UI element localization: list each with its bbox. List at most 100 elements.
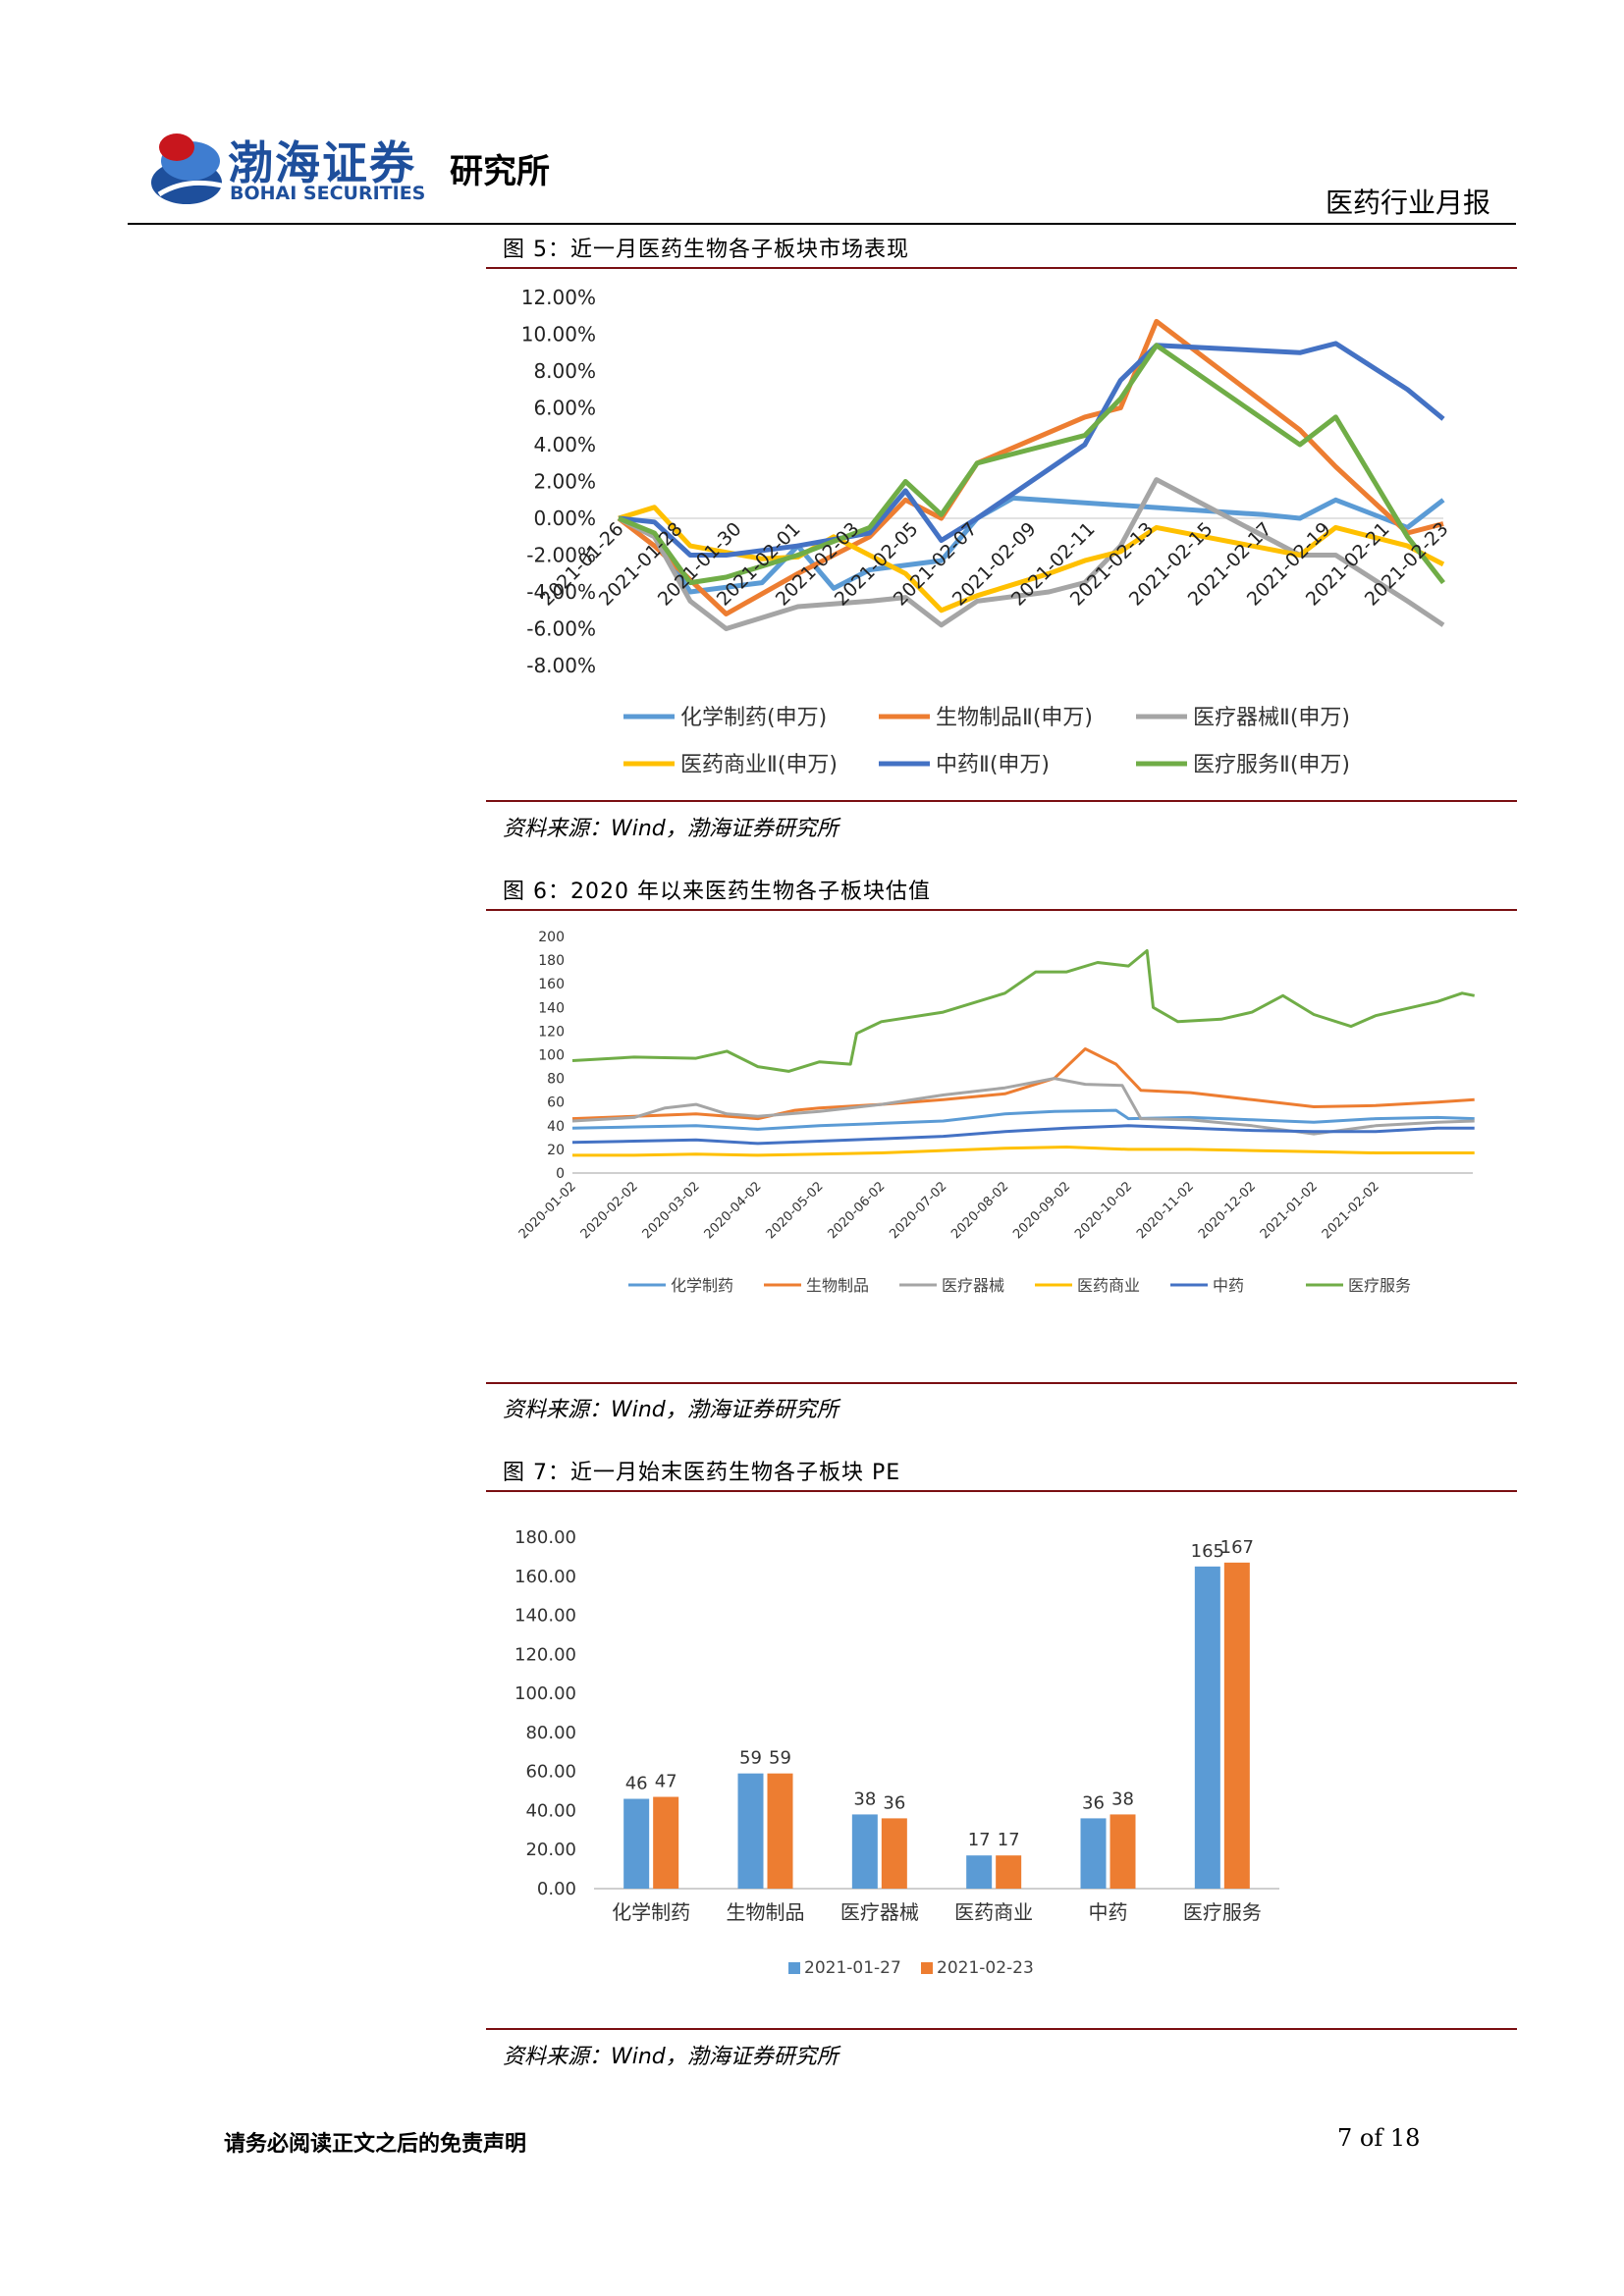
y-tick-label: 80.00 (525, 1723, 576, 1743)
figure-7-chart: 180.00 160.00 140.00 120.00 100.00 80.00 60.00… (514, 1527, 1279, 1978)
y-tick-label: 100 (538, 1048, 565, 1064)
figure-7-top-rule (486, 1490, 1517, 1492)
y-tick-label: 180.00 (514, 1527, 576, 1548)
figure-6-top-rule (486, 909, 1517, 911)
bohai-logo-icon (151, 133, 227, 204)
legend-label: 医药商业 (1077, 1276, 1140, 1295)
figure-5-title: 图 5：近一月医药生物各子板块市场表现 (503, 238, 909, 262)
bar (623, 1798, 650, 1889)
category-label: 医疗器械 (840, 1900, 919, 1924)
bar (1080, 1818, 1107, 1889)
category-label: 医药商业 (954, 1900, 1033, 1924)
data-label: 38 (1111, 1789, 1134, 1809)
data-label: 17 (998, 1830, 1020, 1850)
x-tick-label: 2020-01-02 (516, 1179, 579, 1242)
page-number: 7 of 18 (1337, 2124, 1421, 2152)
y-tick-label: 40.00 (525, 1800, 576, 1821)
legend-label: 医疗服务 (1348, 1276, 1411, 1295)
series-line-5 (618, 343, 1445, 586)
y-tick-label: 140.00 (514, 1606, 576, 1627)
data-label: 167 (1220, 1537, 1254, 1558)
footer-disclaimer: 请务必阅读正文之后的免责声明 (224, 2131, 527, 2157)
x-tick-label: 2021-02-02 (1320, 1179, 1382, 1242)
header-rule (128, 223, 1516, 225)
legend-label: 化学制药(申万) (680, 706, 827, 730)
x-tick-label: 2021-01-02 (1258, 1179, 1321, 1242)
legend-swatch (788, 1962, 800, 1974)
y-tick-label: 100.00 (514, 1683, 576, 1704)
y-tick-label: 160.00 (514, 1567, 576, 1587)
y-tick-label: 0 (556, 1166, 565, 1182)
bar (1110, 1814, 1136, 1889)
x-tick-label: 2020-06-02 (825, 1179, 888, 1242)
x-tick-label: 2020-10-02 (1072, 1179, 1135, 1242)
category-label: 生物制品 (727, 1900, 805, 1924)
y-tick-label: -6.00% (526, 617, 596, 641)
data-label: 59 (739, 1748, 762, 1769)
bar (737, 1773, 764, 1889)
x-tick-label: 2020-05-02 (763, 1179, 826, 1242)
category-label: 医疗服务 (1183, 1900, 1262, 1924)
category-label: 化学制药 (612, 1900, 690, 1924)
x-tick-label: 2020-08-02 (948, 1179, 1011, 1242)
figure-7-title: 图 7：近一月始末医药生物各子板块 PE (503, 1461, 901, 1485)
y-tick-label: 6.00% (533, 397, 596, 420)
figure-6-source: 资料来源：Wind，渤海证券研究所 (503, 1398, 839, 1422)
y-tick-label: -8.00% (526, 654, 596, 677)
x-tick-label: 2020-07-02 (887, 1179, 949, 1242)
legend-label: 化学制药 (671, 1276, 733, 1295)
figure-6-chart: 2001801601401201008060402002020-01-02202… (516, 930, 1475, 1295)
y-tick-label: 120.00 (514, 1644, 576, 1665)
data-label: 47 (655, 1772, 677, 1792)
x-tick-label: 2020-09-02 (1010, 1179, 1073, 1242)
legend-label: 中药 (1213, 1276, 1244, 1295)
data-label: 46 (625, 1774, 648, 1794)
y-tick-label: 2.00% (533, 470, 596, 494)
figure-7-bottom-rule (486, 2028, 1517, 2030)
legend-label: 生物制品Ⅱ(申万) (936, 706, 1093, 730)
data-label: 59 (769, 1748, 791, 1769)
y-tick-label: 80 (547, 1072, 565, 1088)
figure-5-source: 资料来源：Wind，渤海证券研究所 (503, 817, 839, 841)
legend-label: 医药商业Ⅱ(申万) (680, 753, 838, 777)
bar (767, 1773, 793, 1889)
y-tick-label: 60.00 (525, 1762, 576, 1783)
data-label: 17 (968, 1830, 991, 1850)
legend-label: 医疗服务Ⅱ(申万) (1193, 753, 1350, 777)
figure-7-source: 资料来源：Wind，渤海证券研究所 (503, 2045, 839, 2069)
bar (653, 1796, 679, 1889)
legend-label: 2021-02-23 (937, 1958, 1034, 1978)
data-label: 165 (1191, 1541, 1224, 1562)
series-line-4 (571, 1124, 1475, 1146)
series-line-3 (572, 1146, 1475, 1157)
figure-6-title: 图 6：2020 年以来医药生物各子板块估值 (503, 880, 931, 904)
legend-label: 生物制品 (806, 1276, 869, 1295)
series-line-0 (571, 1108, 1475, 1131)
logo-en-text: BOHAI SECURITIES (230, 183, 426, 204)
legend-label: 医疗器械 (942, 1276, 1004, 1295)
series-line-0 (617, 495, 1445, 595)
figure-5-bottom-rule (486, 800, 1517, 802)
bar (966, 1855, 993, 1889)
series-line-2 (617, 477, 1445, 631)
series-line-5 (571, 949, 1475, 1073)
y-tick-label: 20.00 (525, 1840, 576, 1860)
figure-5-top-rule (486, 267, 1517, 269)
header-logo: 渤海证券 BOHAI SECURITIES (147, 126, 442, 216)
bar (1223, 1562, 1250, 1889)
x-tick-label: 2020-11-02 (1134, 1179, 1197, 1242)
data-label: 38 (853, 1789, 876, 1809)
data-label: 36 (1082, 1792, 1105, 1813)
bar (851, 1814, 878, 1889)
series-line-4 (618, 341, 1445, 558)
y-tick-label: 60 (547, 1095, 565, 1111)
y-tick-label: -4.00% (526, 580, 596, 604)
y-tick-label: 0.00% (533, 507, 596, 530)
legend-swatch (921, 1962, 933, 1974)
y-tick-label: 180 (538, 953, 565, 969)
data-label: 36 (883, 1792, 905, 1813)
legend-label: 2021-01-27 (804, 1958, 901, 1978)
y-tick-label: 12.00% (521, 286, 596, 309)
logo-cn-text: 渤海证券 (228, 136, 416, 189)
x-tick-label: 2020-02-02 (578, 1179, 641, 1242)
